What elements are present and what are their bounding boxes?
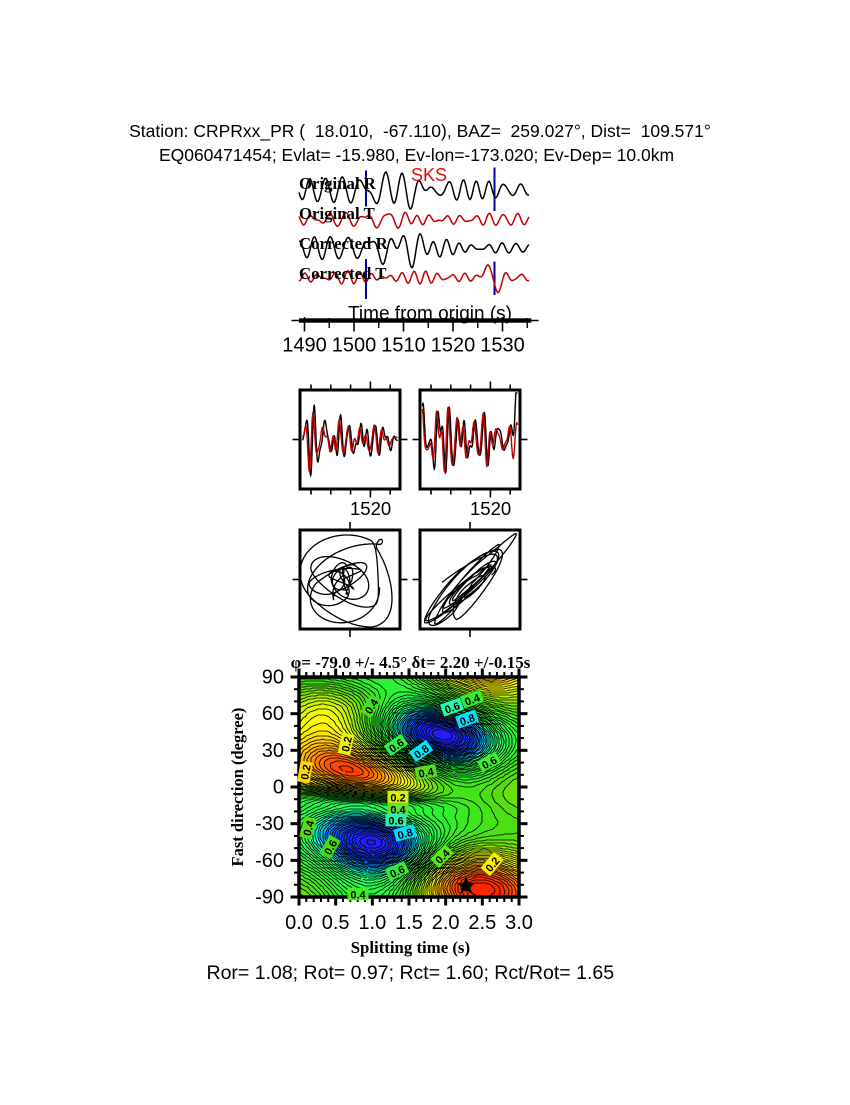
svg-text:0.4: 0.4 — [350, 890, 366, 902]
svg-text:0.4: 0.4 — [390, 805, 406, 817]
svg-text:30: 30 — [262, 740, 284, 762]
svg-text:φ= -79.0 +/- 4.5° δt= 2.20 +/-: φ= -79.0 +/- 4.5° δt= 2.20 +/-0.15s — [291, 653, 531, 672]
svg-text:2.5: 2.5 — [468, 912, 496, 934]
svg-text:-30: -30 — [255, 813, 284, 835]
svg-text:Splitting time (s): Splitting time (s) — [351, 938, 470, 957]
svg-text:1.5: 1.5 — [395, 912, 423, 934]
svg-text:1510: 1510 — [381, 335, 426, 357]
svg-text:60: 60 — [262, 703, 284, 725]
svg-text:Ror= 1.08; Rot= 0.97; Rct= 1.6: Ror= 1.08; Rot= 0.97; Rct= 1.60; Rct/Rot… — [207, 962, 615, 984]
svg-text:Corrected R: Corrected R — [299, 234, 389, 253]
svg-text:1.0: 1.0 — [358, 912, 386, 934]
svg-text:EQ060471454; Evlat= -15.980, E: EQ060471454; Evlat= -15.980, Ev-lon=-173… — [159, 145, 674, 165]
svg-text:0.2: 0.2 — [299, 764, 313, 781]
svg-text:0.6: 0.6 — [443, 700, 461, 717]
svg-text:1500: 1500 — [332, 335, 377, 357]
svg-text:Corrected T: Corrected T — [299, 264, 386, 283]
svg-text:0.2: 0.2 — [390, 793, 405, 805]
svg-text:0.4: 0.4 — [418, 766, 436, 781]
svg-text:Time from origin (s): Time from origin (s) — [348, 304, 512, 325]
svg-text:0.6: 0.6 — [388, 816, 403, 828]
svg-text:0.4: 0.4 — [302, 819, 318, 838]
svg-text:-60: -60 — [255, 850, 284, 872]
svg-text:0.0: 0.0 — [285, 912, 313, 934]
svg-text:1520: 1520 — [431, 335, 476, 357]
svg-text:Original T: Original T — [299, 204, 375, 223]
svg-text:-90: -90 — [255, 887, 284, 909]
svg-text:0: 0 — [273, 777, 284, 799]
svg-text:90: 90 — [262, 667, 284, 689]
svg-text:0.2: 0.2 — [340, 736, 355, 753]
svg-text:1520: 1520 — [470, 498, 511, 519]
svg-text:SKS: SKS — [411, 165, 447, 185]
svg-text:1520: 1520 — [350, 498, 391, 519]
svg-text:Station: CRPRxx_PR ( 18.010,: Station: CRPRxx_PR ( 18.010, -67.110), B… — [129, 121, 711, 142]
svg-text:3.0: 3.0 — [505, 912, 533, 934]
svg-text:0.8: 0.8 — [458, 712, 476, 729]
svg-text:0.4: 0.4 — [463, 692, 482, 709]
svg-text:Original R: Original R — [299, 174, 377, 193]
svg-text:Fast direction (degree): Fast direction (degree) — [228, 708, 247, 867]
svg-text:0.6: 0.6 — [388, 864, 407, 881]
svg-text:0.5: 0.5 — [322, 912, 350, 934]
svg-text:1530: 1530 — [480, 335, 525, 357]
svg-text:2.0: 2.0 — [432, 912, 460, 934]
svg-text:0.8: 0.8 — [396, 827, 414, 843]
svg-text:1490: 1490 — [282, 335, 327, 357]
